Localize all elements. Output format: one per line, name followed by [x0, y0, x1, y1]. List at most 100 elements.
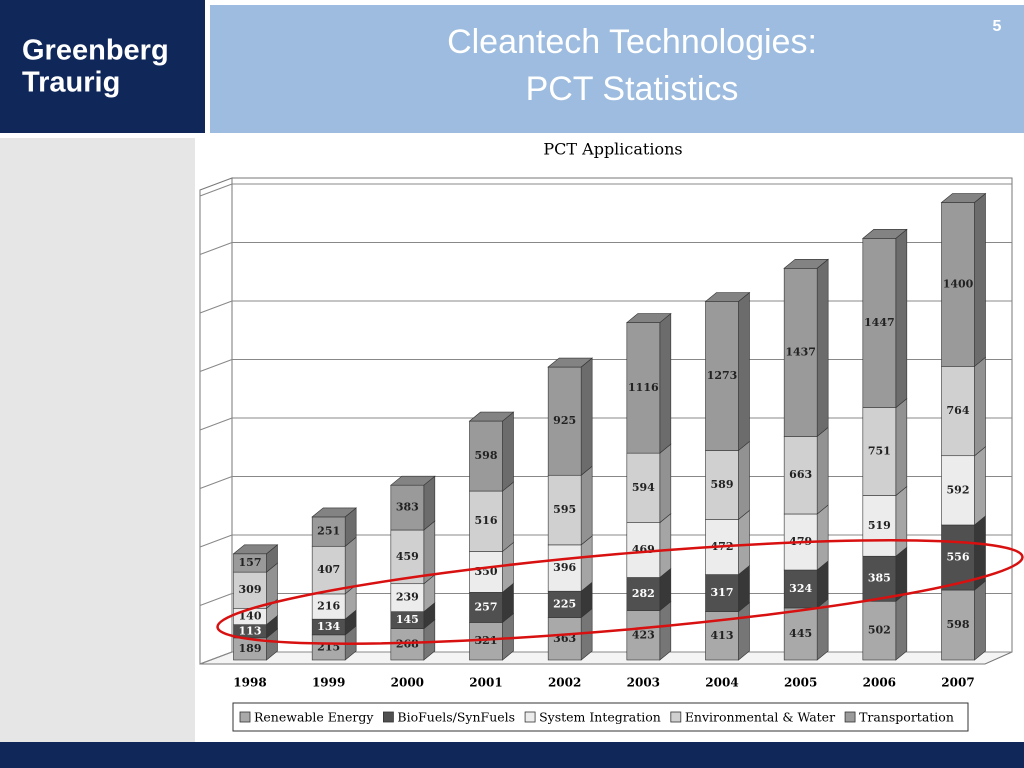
bar	[390, 484, 425, 531]
data-label: 594	[632, 481, 655, 494]
data-label: 589	[711, 478, 734, 491]
bar-side	[895, 397, 908, 497]
bar-side	[738, 291, 750, 452]
bar-top	[468, 411, 515, 422]
footer-bar	[0, 742, 1024, 768]
bar	[941, 455, 975, 526]
legend-label: System Integration	[539, 710, 661, 725]
data-label: 556	[947, 551, 970, 564]
data-label: 1437	[785, 345, 816, 358]
legend-swatch	[844, 711, 856, 723]
data-label: 413	[711, 629, 734, 642]
legend: Renewable Energy BioFuels/SynFuels System …	[239, 710, 954, 725]
grid-line	[199, 476, 233, 489]
data-label: 239	[396, 591, 419, 604]
x-tick-label: 2004	[705, 676, 738, 690]
x-tick-label: 2003	[627, 676, 660, 690]
legend-label: BioFuels/SynFuels	[397, 710, 515, 725]
grid-line	[199, 534, 233, 548]
data-label: 251	[317, 525, 340, 538]
bar-side	[580, 465, 593, 546]
x-tick-label: 2002	[548, 676, 581, 690]
bar	[626, 577, 661, 611]
x-tick-label: 2007	[941, 676, 974, 690]
bar-top	[704, 292, 751, 302]
legend-label: Environmental & Water	[685, 710, 835, 725]
grid-line	[199, 593, 233, 606]
side-wall	[199, 177, 233, 665]
legend-swatch	[524, 711, 536, 723]
bar	[626, 452, 661, 523]
bar	[233, 571, 267, 609]
bar	[547, 366, 582, 476]
bar-side	[974, 356, 986, 457]
bar	[783, 436, 818, 515]
bar-side	[895, 228, 908, 409]
bar	[941, 524, 975, 591]
data-label: 595	[553, 503, 576, 516]
x-tick-label: 2005	[784, 676, 817, 690]
bar-side	[502, 411, 514, 492]
bar-top	[547, 357, 594, 368]
legend-swatch	[383, 711, 394, 723]
data-label: 751	[868, 445, 891, 458]
data-label: 519	[868, 519, 891, 532]
bar-side	[974, 446, 986, 526]
title-band	[210, 5, 1024, 133]
grid-line	[199, 651, 233, 665]
data-label: 423	[632, 628, 655, 641]
bar-side	[659, 513, 672, 579]
highlight-ellipse	[216, 539, 1024, 645]
data-label: 925	[553, 414, 576, 427]
data-label: 598	[475, 449, 498, 462]
legend-swatch	[239, 711, 251, 723]
bar-side	[738, 509, 750, 576]
bar	[547, 544, 582, 592]
data-label: 516	[475, 514, 498, 527]
bar	[311, 545, 346, 595]
bar	[547, 617, 582, 661]
data-label: 502	[868, 624, 891, 637]
bar-side	[580, 535, 593, 592]
bar-side	[816, 426, 829, 515]
data-label: 592	[947, 483, 970, 496]
legend-label: Transportation	[859, 710, 954, 725]
data-label: 396	[553, 561, 576, 574]
data-label: 445	[789, 627, 812, 640]
grid-line	[199, 242, 233, 255]
x-axis: 1998 1999 2000 2001 2002 2003 2004 2005 2006 2007	[233, 676, 974, 690]
data-label: 216	[317, 600, 340, 613]
bars: 1891131403091572151342164072512681452394…	[232, 192, 987, 661]
data-label: 257	[475, 600, 498, 613]
bar-top	[861, 229, 908, 239]
bar	[705, 450, 739, 520]
bar-side	[738, 602, 750, 661]
bar-side	[580, 357, 593, 476]
data-label: 189	[239, 642, 262, 655]
bar-top	[389, 475, 436, 486]
slide-title: Cleantech Technologies:	[447, 23, 817, 61]
bar	[941, 589, 975, 661]
data-label: 1447	[864, 316, 895, 329]
bar-top	[625, 313, 672, 323]
data-label: 324	[789, 582, 812, 595]
x-tick-label: 2006	[863, 676, 896, 690]
grid-line	[199, 359, 233, 372]
data-label: 140	[239, 609, 262, 622]
bar	[941, 366, 975, 457]
data-label: 134	[317, 620, 340, 633]
grid-line	[199, 417, 233, 431]
page-number: 5	[993, 18, 1002, 35]
data-label: 113	[239, 624, 262, 637]
data-label: 157	[239, 556, 262, 569]
data-label: 385	[868, 572, 891, 585]
bar-side	[895, 591, 908, 661]
bar-side	[659, 443, 672, 524]
bar	[311, 593, 346, 620]
x-tick-label: 1999	[312, 676, 345, 690]
data-label: 1273	[707, 369, 738, 382]
bar	[783, 607, 818, 661]
bar	[547, 590, 582, 618]
data-label: 407	[317, 563, 340, 576]
